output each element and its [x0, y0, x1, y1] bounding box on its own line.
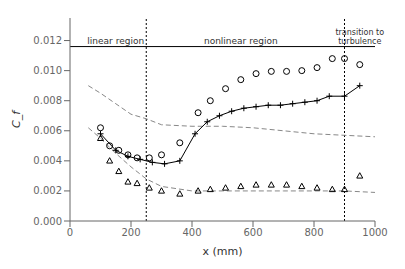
svg-text:800: 800 — [304, 227, 323, 238]
svg-text:0.002: 0.002 — [33, 185, 62, 196]
svg-text:0.006: 0.006 — [33, 125, 62, 136]
svg-text:0.012: 0.012 — [33, 35, 62, 46]
svg-text:0: 0 — [67, 227, 73, 238]
svg-text:200: 200 — [121, 227, 140, 238]
svg-text:400: 400 — [182, 227, 201, 238]
svg-text:600: 600 — [243, 227, 262, 238]
svg-text:1000: 1000 — [362, 227, 387, 238]
svg-text:C_f: C_f — [10, 109, 23, 128]
svg-text:0.000: 0.000 — [33, 216, 62, 227]
svg-text:0.004: 0.004 — [33, 155, 62, 166]
svg-text:nonlinear region: nonlinear region — [204, 36, 278, 46]
svg-text:0.008: 0.008 — [33, 95, 62, 106]
svg-text:transition toturbulence: transition toturbulence — [335, 28, 384, 46]
svg-text:0.010: 0.010 — [33, 65, 62, 76]
svg-text:linear region: linear region — [87, 36, 144, 46]
svg-text:x (mm): x (mm) — [202, 245, 242, 258]
